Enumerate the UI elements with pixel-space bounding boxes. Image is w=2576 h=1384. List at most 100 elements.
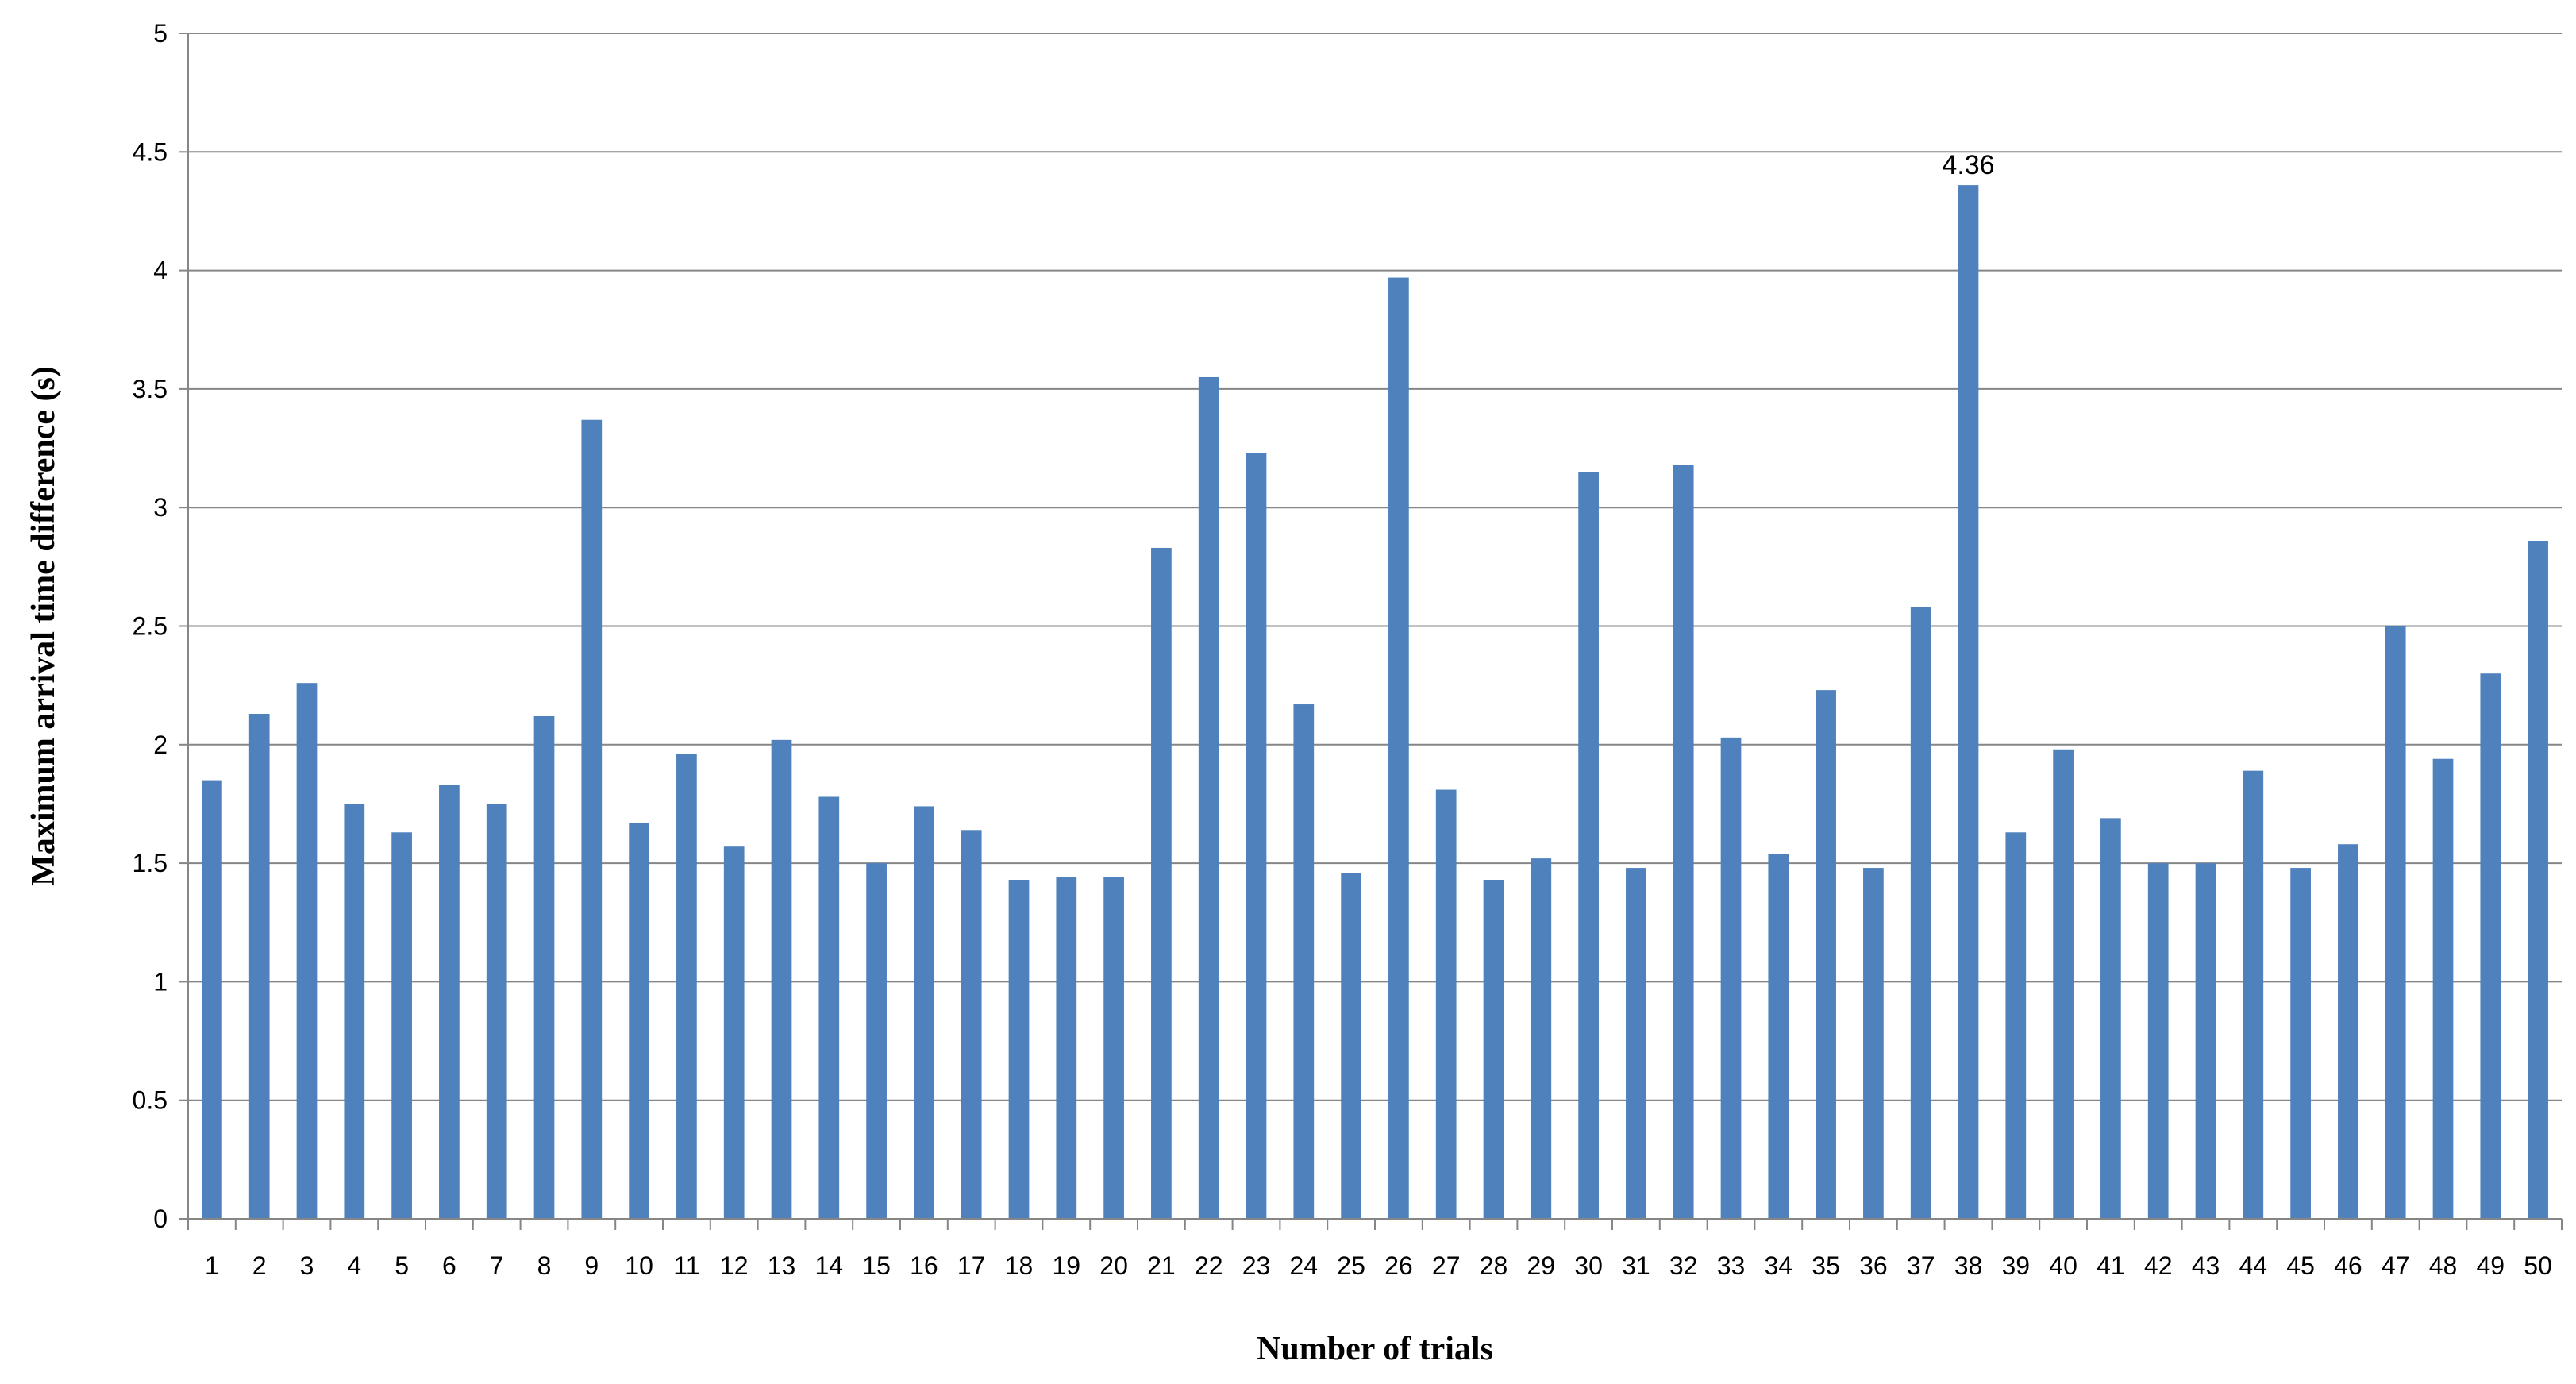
x-tick-label: 34	[1765, 1251, 1793, 1280]
x-tick-label: 31	[1622, 1251, 1650, 1280]
x-tick-label: 19	[1053, 1251, 1081, 1280]
x-tick-label: 23	[1242, 1251, 1271, 1280]
y-tick-label: 4.5	[133, 137, 167, 166]
bar-trial-50	[2528, 541, 2548, 1219]
bar-trial-28	[1483, 880, 1504, 1219]
bar-trial-8	[533, 715, 555, 1219]
x-tick-label: 17	[957, 1251, 986, 1280]
bar-trial-48	[2432, 758, 2454, 1219]
x-tick-label: 10	[625, 1251, 653, 1280]
bar-trial-27	[1435, 789, 1457, 1219]
bar-trial-30	[1578, 472, 1599, 1219]
x-tick-label: 42	[2144, 1251, 2173, 1280]
bar-trial-10	[629, 823, 649, 1219]
x-tick-label: 8	[537, 1251, 552, 1280]
bar-trial-11	[676, 754, 697, 1219]
x-tick-label: 43	[2192, 1251, 2220, 1280]
x-tick-label: 46	[2334, 1251, 2362, 1280]
y-tick-label: 2	[153, 731, 167, 759]
x-tick-label: 35	[1812, 1251, 1840, 1280]
bar-trial-38	[1958, 185, 1979, 1219]
bar-trial-25	[1341, 873, 1361, 1219]
x-tick-label: 49	[2477, 1251, 2505, 1280]
bar-trial-39	[2005, 832, 2027, 1219]
x-tick-label: 14	[815, 1251, 844, 1280]
x-tick-label: 45	[2286, 1251, 2315, 1280]
bar-trial-35	[1816, 690, 1836, 1219]
bar-trial-13	[771, 739, 792, 1219]
x-tick-label: 38	[1954, 1251, 1983, 1280]
bar-trial-4	[344, 804, 365, 1219]
bars	[202, 185, 2548, 1220]
bar-trial-33	[1720, 737, 1742, 1219]
x-tick-label: 6	[442, 1251, 456, 1280]
x-tick-label: 24	[1290, 1251, 1319, 1280]
bar-trial-12	[723, 846, 745, 1219]
x-tick-label: 47	[2382, 1251, 2410, 1280]
y-tick-label: 0.5	[133, 1086, 167, 1115]
x-tick-label: 7	[490, 1251, 504, 1280]
x-tick-label: 36	[1859, 1251, 1888, 1280]
bar-trial-18	[1008, 880, 1030, 1219]
bar-trial-16	[914, 806, 934, 1219]
bar-trial-36	[1863, 868, 1884, 1219]
x-tick-label: 3	[300, 1251, 314, 1280]
bar-trial-9	[581, 419, 603, 1219]
x-tick-label: 39	[2002, 1251, 2031, 1280]
x-tick-label: 11	[673, 1251, 699, 1280]
bar-trial-45	[2290, 868, 2311, 1219]
x-tick-label: 25	[1337, 1251, 1365, 1280]
bar-trial-40	[2053, 749, 2074, 1219]
data-label: 4.36	[1942, 150, 1994, 180]
bar-trial-29	[1531, 858, 1552, 1219]
x-tick-label: 21	[1147, 1251, 1176, 1280]
x-tick-label: 20	[1099, 1251, 1128, 1280]
y-tick-label: 3.5	[133, 375, 167, 403]
bar-trial-24	[1293, 704, 1315, 1219]
y-tick-label: 3	[153, 493, 167, 522]
bar-trial-1	[202, 780, 222, 1219]
y-tick-label: 1.5	[133, 849, 167, 877]
bar-trial-7	[486, 804, 507, 1219]
x-tick-label: 44	[2239, 1251, 2268, 1280]
y-tick-label: 5	[153, 19, 167, 48]
bar-trial-37	[1910, 607, 1931, 1219]
x-axis-title: Number of trials	[1257, 1331, 1493, 1367]
bar-trial-26	[1388, 277, 1409, 1220]
bar-trial-34	[1768, 854, 1789, 1219]
bar-trial-5	[391, 832, 412, 1219]
y-tick-label: 1	[153, 967, 167, 996]
x-tick-label: 4	[347, 1251, 361, 1280]
x-tick-label: 41	[2097, 1251, 2125, 1280]
x-tick-label: 16	[910, 1251, 938, 1280]
x-tick-label: 26	[1384, 1251, 1413, 1280]
y-tick-label: 4	[153, 256, 167, 285]
bar-trial-20	[1103, 877, 1124, 1219]
x-tick-label: 32	[1669, 1251, 1698, 1280]
x-tick-label: 28	[1480, 1251, 1508, 1280]
bar-trial-15	[866, 863, 887, 1219]
bar-trial-32	[1673, 465, 1694, 1219]
y-axis-title: Maximum arrival time difference (s)	[25, 366, 62, 886]
x-tick-label: 37	[1907, 1251, 1935, 1280]
bar-trial-17	[961, 830, 982, 1219]
bar-trial-43	[2195, 863, 2216, 1219]
x-tick-label: 27	[1432, 1251, 1461, 1280]
y-tick-label: 0	[153, 1205, 167, 1233]
bar-trial-3	[296, 683, 318, 1219]
x-tick-label: 2	[252, 1251, 267, 1280]
bar-trial-47	[2385, 626, 2406, 1219]
axes	[179, 33, 2563, 1230]
bar-trial-19	[1056, 877, 1077, 1219]
bar-trial-23	[1246, 453, 1267, 1219]
bar-trial-41	[2100, 818, 2121, 1219]
x-tick-label: 29	[1527, 1251, 1556, 1280]
x-tick-label: 50	[2524, 1251, 2552, 1280]
bar-trial-6	[439, 785, 460, 1219]
x-tick-label: 13	[768, 1251, 796, 1280]
bar-trial-46	[2338, 844, 2358, 1219]
x-tick-label: 40	[2049, 1251, 2077, 1280]
x-tick-label: 18	[1005, 1251, 1034, 1280]
